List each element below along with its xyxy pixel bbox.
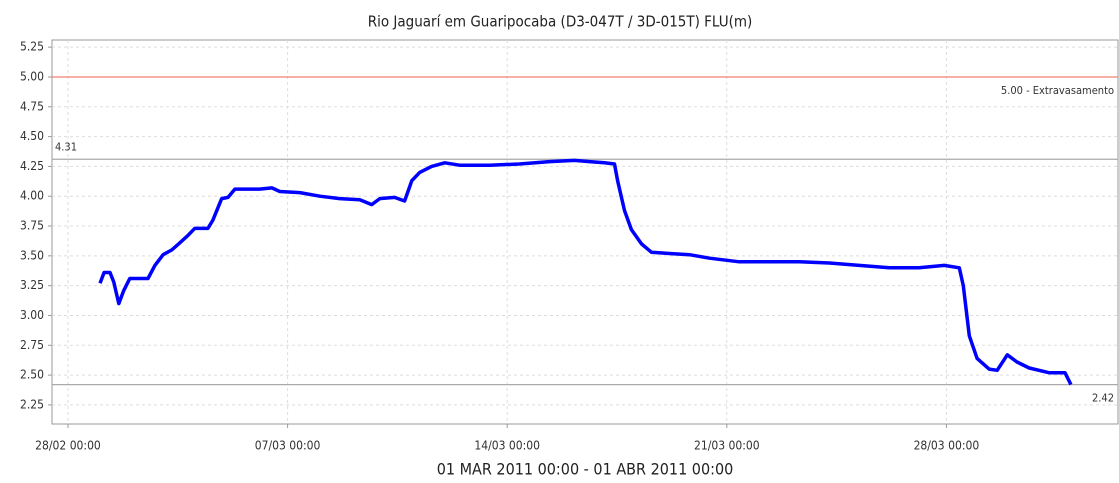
chart-subtitle: 01 MAR 2011 00:00 - 01 ABR 2011 00:00 [437,460,734,479]
y-tick-label: 2.50 [20,368,44,382]
y-tick-label: 4.00 [20,189,44,203]
reference-label: 5.00 - Extravasamento [1001,84,1114,97]
plot-area [51,39,1119,425]
y-tick-label: 3.75 [20,219,44,233]
y-tick-label: 4.25 [20,159,44,173]
x-tick-label: 21/03 00:00 [694,439,760,453]
reference-label: 4.31 [55,140,77,153]
y-tick-label: 4.50 [20,129,44,143]
x-tick-label: 28/03 00:00 [914,439,980,453]
y-tick-label: 5.25 [20,40,44,54]
chart-title: Rio Jaguarí em Guaripocaba (D3-047T / 3D… [368,13,753,31]
x-tick-label: 28/02 00:00 [35,439,101,453]
y-tick-label: 3.50 [20,248,44,262]
data-line [98,158,1073,386]
y-tick-label: 3.00 [20,308,44,322]
y-tick-label: 5.00 [20,69,44,83]
x-tick-label: 14/03 00:00 [474,439,540,453]
reference-label: 2.42 [1092,392,1114,405]
y-tick-label: 2.75 [20,338,44,352]
x-tick-label: 07/03 00:00 [255,439,321,453]
y-tick-label: 3.25 [20,278,44,292]
y-tick-label: 2.25 [20,397,44,411]
y-tick-label: 4.75 [20,99,44,113]
